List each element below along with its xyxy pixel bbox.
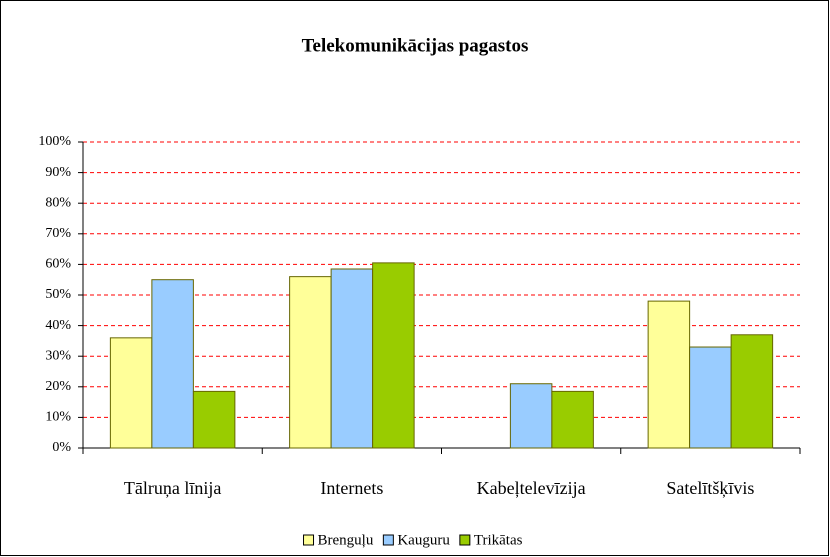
bar <box>109 337 153 449</box>
y-tick-label: 60% <box>45 257 71 272</box>
y-tick-label: 100% <box>38 134 71 149</box>
y-tick-label: 20% <box>45 379 71 394</box>
legend-label: Trikātas <box>474 532 523 548</box>
legend-swatch <box>382 534 394 546</box>
bar <box>330 268 374 449</box>
y-tick-label: 70% <box>45 226 71 241</box>
legend-swatch <box>459 534 471 546</box>
y-tick-label: 40% <box>45 318 71 333</box>
x-tick-label: Kabeļtelevīzija <box>477 478 586 498</box>
bar <box>289 276 332 449</box>
y-tick-label: 90% <box>45 165 71 180</box>
bar <box>730 334 774 449</box>
x-tick-label: Internets <box>320 478 383 498</box>
bar <box>192 390 236 449</box>
y-tick-label: 50% <box>45 287 71 302</box>
y-tick-label: 10% <box>45 410 71 425</box>
bar <box>551 390 594 449</box>
bar <box>647 300 691 449</box>
bar <box>689 346 732 449</box>
legend-swatch <box>303 534 315 546</box>
x-tick-label: Satelītšķīvis <box>666 478 754 498</box>
y-tick-label: 80% <box>45 195 71 210</box>
y-tick-label: 0% <box>52 440 71 455</box>
y-tick-label: 30% <box>45 348 71 363</box>
x-tick-label: Tālruņa līnija <box>124 478 221 498</box>
legend-label: Kauguru <box>397 532 450 548</box>
bar <box>151 279 194 449</box>
chart-title: Telekomunikācijas pagastos <box>302 35 529 56</box>
bar <box>372 262 415 449</box>
legend-label: Brenguļu <box>318 532 374 548</box>
bar <box>509 383 553 449</box>
